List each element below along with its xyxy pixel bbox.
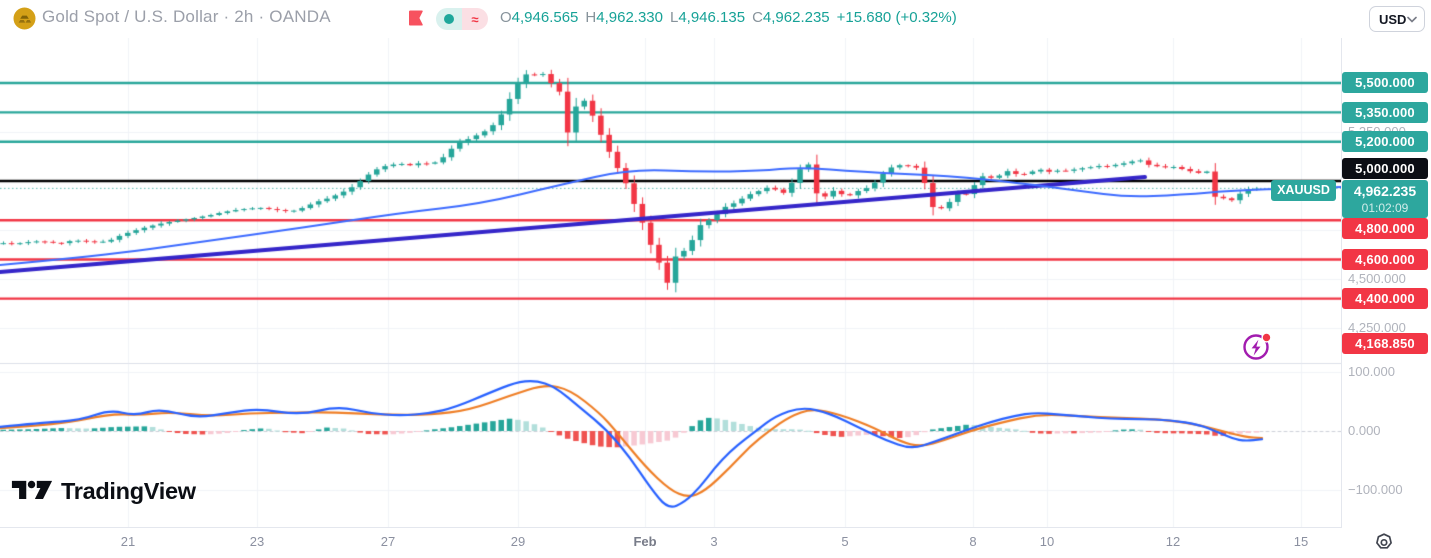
tradingview-logo[interactable]: TradingView [10, 475, 196, 507]
chart-header: Gold Spot / U.S. Dollar · 2h · OANDA ≈ O… [0, 0, 1431, 38]
time-scale[interactable]: 21 23 27 29 Feb 3 5 8 10 12 15 [0, 528, 1341, 558]
currency-selector[interactable]: USD [1369, 6, 1425, 32]
pane-separator[interactable] [0, 363, 1341, 364]
axis-macd-label: 0.000 [1348, 423, 1381, 438]
tradingview-mark-icon [10, 475, 54, 507]
price-chart-canvas[interactable] [0, 38, 1341, 528]
high-label: H [585, 9, 597, 26]
high-value: 4,962.330 [596, 9, 663, 26]
time-tick-label: 23 [249, 534, 265, 549]
change-value: +15.680 (+0.32%) [836, 9, 957, 26]
flag-icon[interactable] [407, 9, 425, 27]
low-label: L [669, 9, 679, 26]
price-level-badge: 5,200.000 [1342, 131, 1428, 153]
time-tick-label: 29 [510, 534, 526, 549]
current-price-value: 4,962.235 [1353, 182, 1417, 199]
bar-countdown: 01:02:09 [1361, 200, 1409, 215]
symbol-title[interactable]: Gold Spot / U.S. Dollar · 2h · OANDA [42, 7, 331, 26]
price-axis-border [1341, 38, 1342, 528]
tradingview-logo-text: TradingView [61, 477, 196, 504]
open-label: O [500, 9, 512, 26]
low-value: 4,946.135 [678, 9, 746, 26]
instant-order-lightning-button[interactable] [1239, 328, 1275, 364]
price-level-badge: 5,000.000 [1342, 158, 1428, 180]
price-level-badge: 4,400.000 [1342, 288, 1428, 310]
open-value: 4,946.565 [511, 9, 579, 26]
gold-asset-logo-icon [13, 7, 36, 30]
price-level-badge: 4,800.000 [1342, 218, 1428, 240]
axis-price-label: 4,500.000 [1348, 271, 1406, 287]
current-price-badge: 4,962.235 01:02:09 [1342, 179, 1428, 218]
time-tick-label: 15 [1293, 534, 1309, 549]
axis-price-label: 5,250.000 [1348, 123, 1406, 139]
close-value: 4,962.235 [762, 9, 830, 26]
time-tick-label: Feb [633, 534, 657, 549]
axis-price-label: 4,250.000 [1348, 320, 1406, 336]
time-tick-label: 5 [841, 534, 849, 549]
time-tick-label: 27 [380, 534, 396, 549]
settings-icon[interactable] [1372, 531, 1396, 555]
timescale-separator [0, 527, 1341, 528]
chevron-down-icon [1407, 10, 1417, 28]
price-level-badge: 5,350.000 [1342, 101, 1428, 123]
time-tick-label: 8 [969, 534, 977, 549]
price-level-badge: 4,168.850 [1342, 333, 1428, 355]
symbol-price-tag: XAUUSD [1271, 180, 1336, 201]
ohlc-readout: O4,946.565 H4,962.330 L4,946.135 C4,962.235… [500, 9, 957, 26]
delayed-data-icon: ≈ [462, 8, 488, 30]
close-label: C [752, 9, 763, 26]
time-tick-label: 12 [1165, 534, 1181, 549]
currency-selector-value: USD [1379, 11, 1407, 27]
time-tick-label: 3 [710, 534, 718, 549]
market-open-dot-icon [436, 8, 462, 30]
price-level-badge: 5,500.000 [1342, 72, 1428, 94]
axis-macd-label: −100.000 [1348, 482, 1403, 497]
time-tick-label: 10 [1039, 534, 1055, 549]
time-tick-label: 21 [120, 534, 136, 549]
axis-macd-label: 100.000 [1348, 364, 1395, 379]
market-status-pill[interactable]: ≈ [436, 8, 488, 30]
price-level-badge: 4,600.000 [1342, 248, 1428, 270]
